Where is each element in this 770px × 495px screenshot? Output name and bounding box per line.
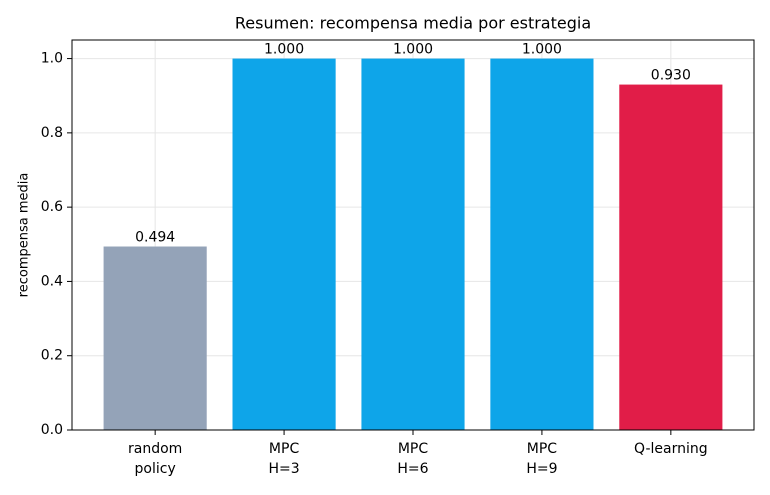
y-tick-label: 0.6 bbox=[41, 199, 63, 215]
chart-title: Resumen: recompensa media por estrategia bbox=[235, 14, 591, 33]
x-tick-label: MPC H=9 bbox=[526, 441, 557, 477]
bar bbox=[361, 58, 465, 430]
y-tick-label: 0.8 bbox=[41, 125, 63, 141]
bar bbox=[619, 84, 723, 431]
x-tick-label: MPC H=3 bbox=[268, 441, 299, 477]
bar bbox=[232, 58, 336, 430]
x-tick-label: MPC H=6 bbox=[397, 441, 428, 477]
bar bbox=[103, 246, 207, 430]
y-axis-label: recompensa media bbox=[17, 173, 32, 298]
plot-frame bbox=[71, 39, 755, 431]
y-tick-label: 0.0 bbox=[41, 422, 63, 438]
x-tick-label: Q-learning bbox=[634, 441, 708, 457]
y-tick-label: 0.4 bbox=[41, 273, 63, 289]
value-label: 1.000 bbox=[522, 42, 562, 58]
bar bbox=[490, 58, 594, 430]
x-tick-label: random policy bbox=[128, 441, 182, 477]
y-tick-label: 1.0 bbox=[41, 51, 63, 67]
value-label: 0.930 bbox=[651, 68, 691, 84]
y-tick-label: 0.2 bbox=[41, 348, 63, 364]
value-label: 0.494 bbox=[135, 230, 175, 246]
value-label: 1.000 bbox=[393, 42, 433, 58]
value-label: 1.000 bbox=[264, 42, 304, 58]
